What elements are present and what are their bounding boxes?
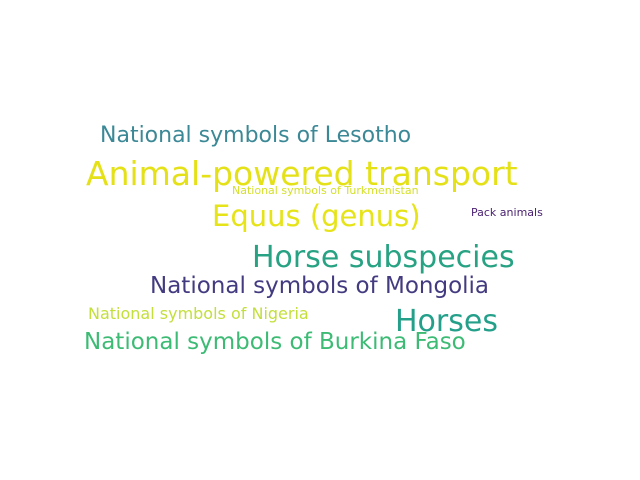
word-horse-subspecies: Horse subspecies	[252, 240, 515, 275]
word-national-symbols-of-nigeria: National symbols of Nigeria	[88, 304, 309, 323]
word-national-symbols-of-turkmenistan: National symbols of Turkmenistan	[232, 184, 419, 197]
word-pack-animals: Pack animals	[471, 206, 543, 219]
word-national-symbols-of-lesotho: National symbols of Lesotho	[100, 123, 412, 148]
word-animal-powered-transport: Animal-powered transport	[86, 154, 518, 193]
word-equus-genus: Equus (genus)	[212, 199, 421, 233]
word-horses: Horses	[395, 304, 498, 339]
word-national-symbols-of-mongolia: National symbols of Mongolia	[150, 273, 490, 299]
word-national-symbols-of-burkina-faso: National symbols of Burkina Faso	[84, 329, 466, 355]
